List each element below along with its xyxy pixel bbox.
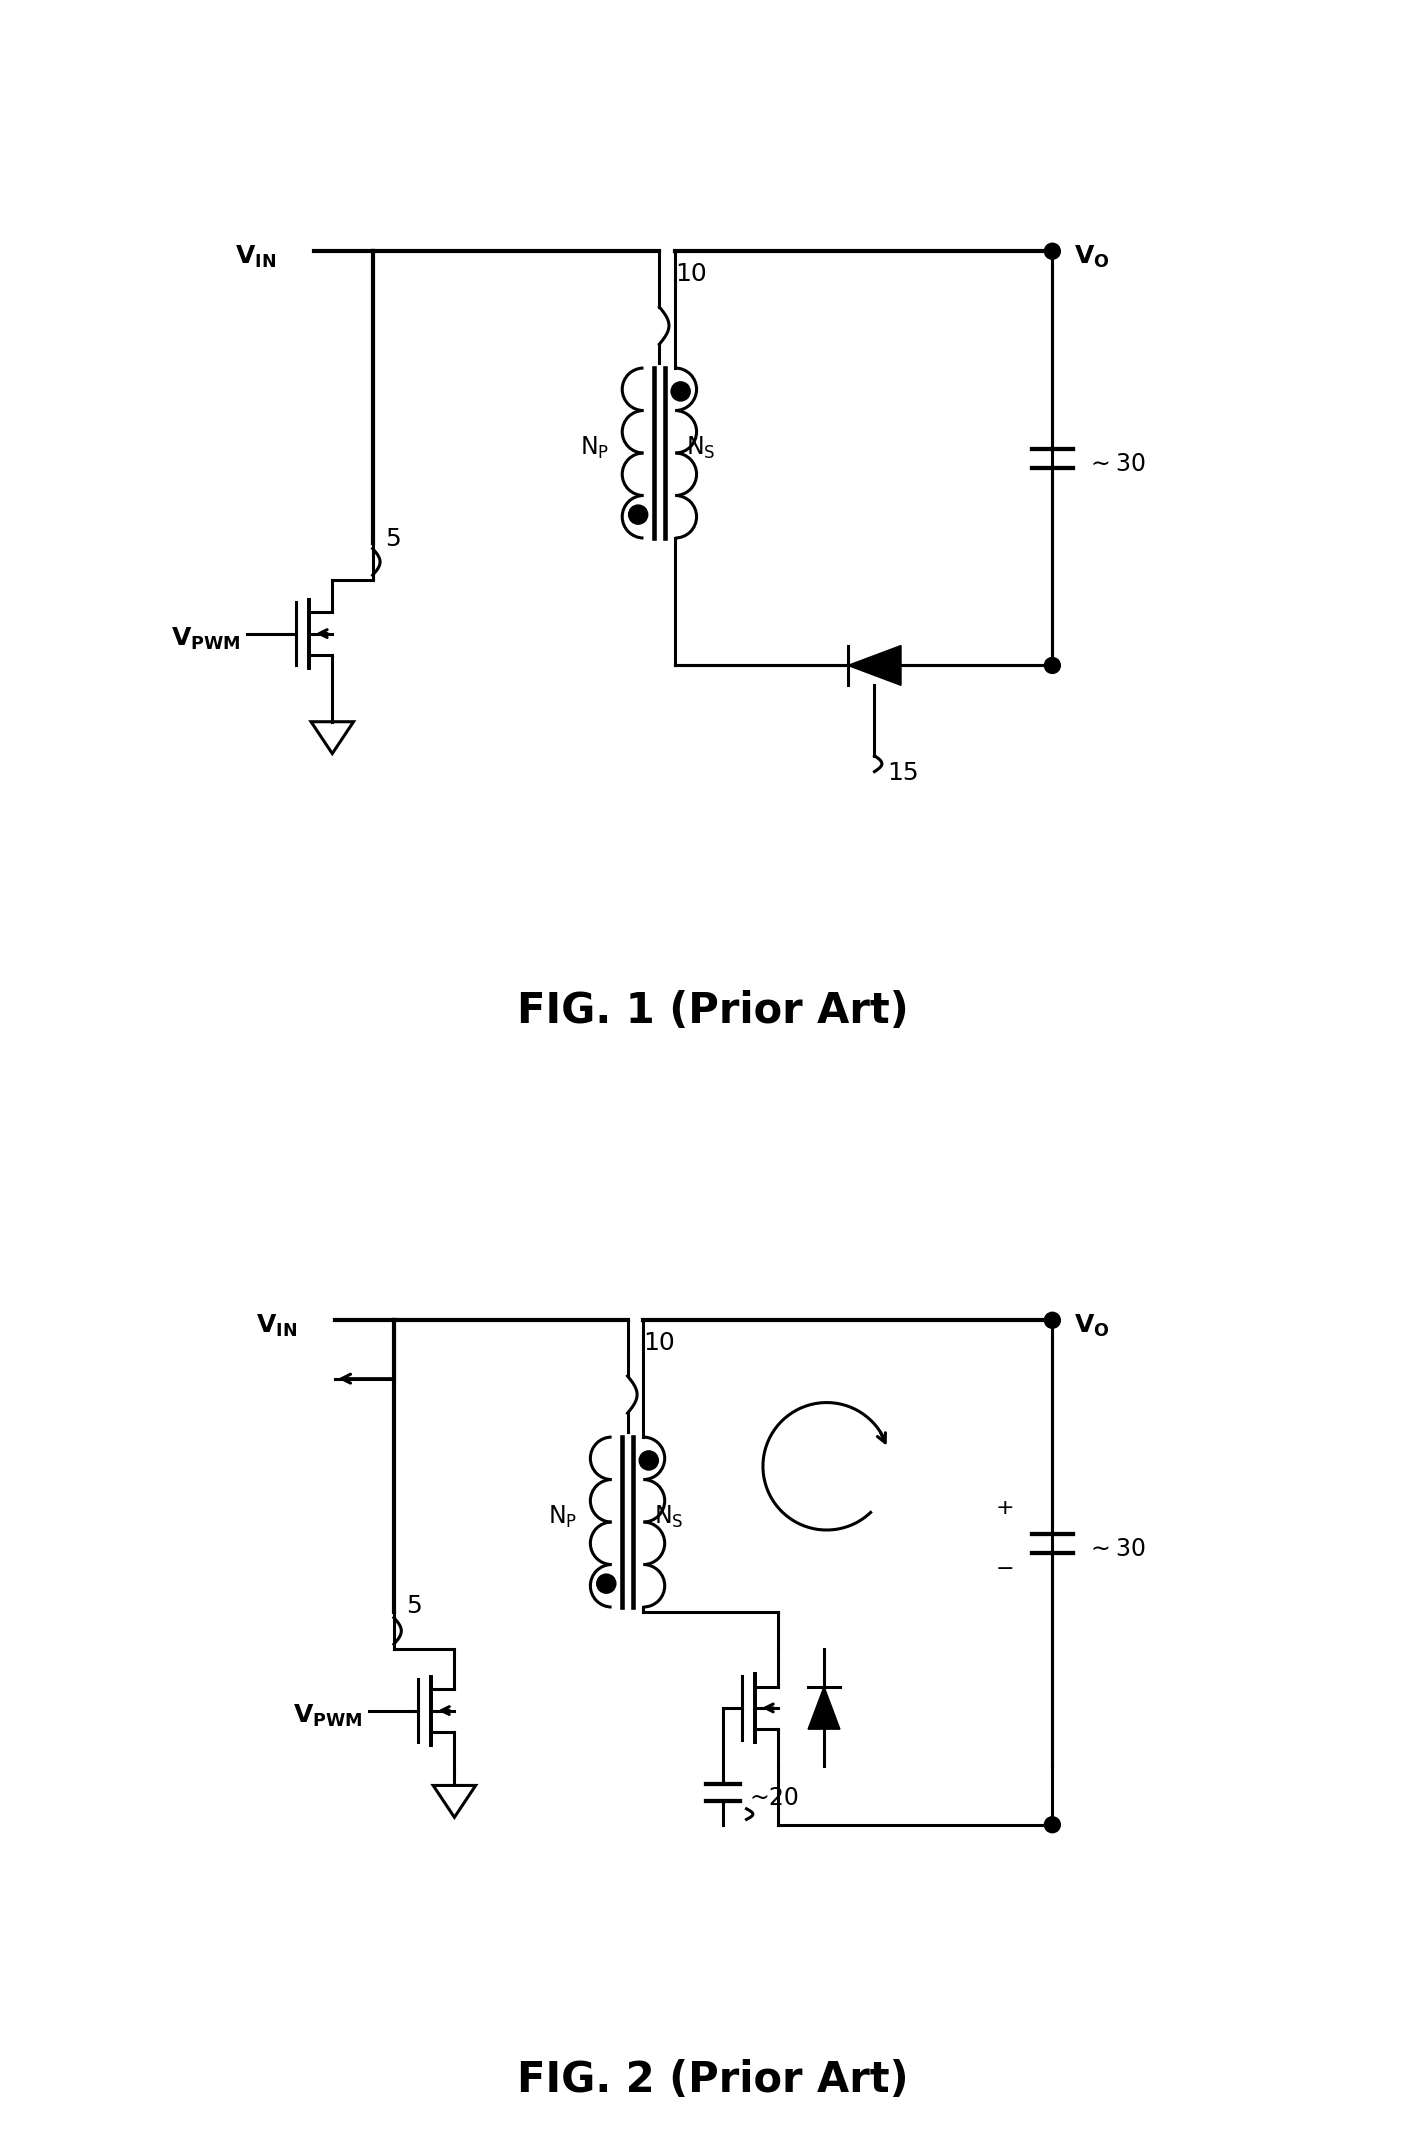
Circle shape [628,504,648,523]
Text: V$_\mathregular{PWM}$: V$_\mathregular{PWM}$ [294,1703,362,1729]
Text: 15: 15 [888,761,919,785]
Polygon shape [808,1686,839,1729]
Text: V$_\mathregular{IN}$: V$_\mathregular{IN}$ [235,242,275,270]
Text: FIG. 1 (Prior Art): FIG. 1 (Prior Art) [517,989,908,1032]
Text: $\sim$30: $\sim$30 [1086,1536,1146,1562]
Circle shape [1045,659,1060,674]
Text: FIG. 2 (Prior Art): FIG. 2 (Prior Art) [517,2059,908,2100]
Text: N$_\mathregular{P}$: N$_\mathregular{P}$ [547,1504,577,1529]
Circle shape [671,382,690,401]
Text: V$_\mathregular{IN}$: V$_\mathregular{IN}$ [256,1313,296,1338]
Text: +: + [995,1497,1013,1517]
Circle shape [1045,1313,1060,1328]
Circle shape [1045,242,1060,260]
Text: 5: 5 [385,528,400,551]
Text: V$_\mathregular{O}$: V$_\mathregular{O}$ [1073,1313,1109,1338]
Text: V$_\mathregular{O}$: V$_\mathregular{O}$ [1073,242,1109,270]
Text: V$_\mathregular{PWM}$: V$_\mathregular{PWM}$ [171,626,241,652]
Circle shape [597,1574,616,1594]
Text: 10: 10 [675,262,707,285]
Text: −: − [995,1559,1013,1579]
Text: $\sim$30: $\sim$30 [1086,453,1146,476]
Circle shape [1045,1817,1060,1832]
Text: N$_\mathregular{S}$: N$_\mathregular{S}$ [685,435,715,461]
Text: N$_\mathregular{P}$: N$_\mathregular{P}$ [580,435,608,461]
Text: 10: 10 [644,1332,675,1356]
Circle shape [640,1450,658,1469]
Polygon shape [848,646,901,686]
Text: N$_\mathregular{S}$: N$_\mathregular{S}$ [654,1504,684,1529]
Text: 5: 5 [406,1594,422,1617]
Text: ~20: ~20 [750,1787,799,1810]
